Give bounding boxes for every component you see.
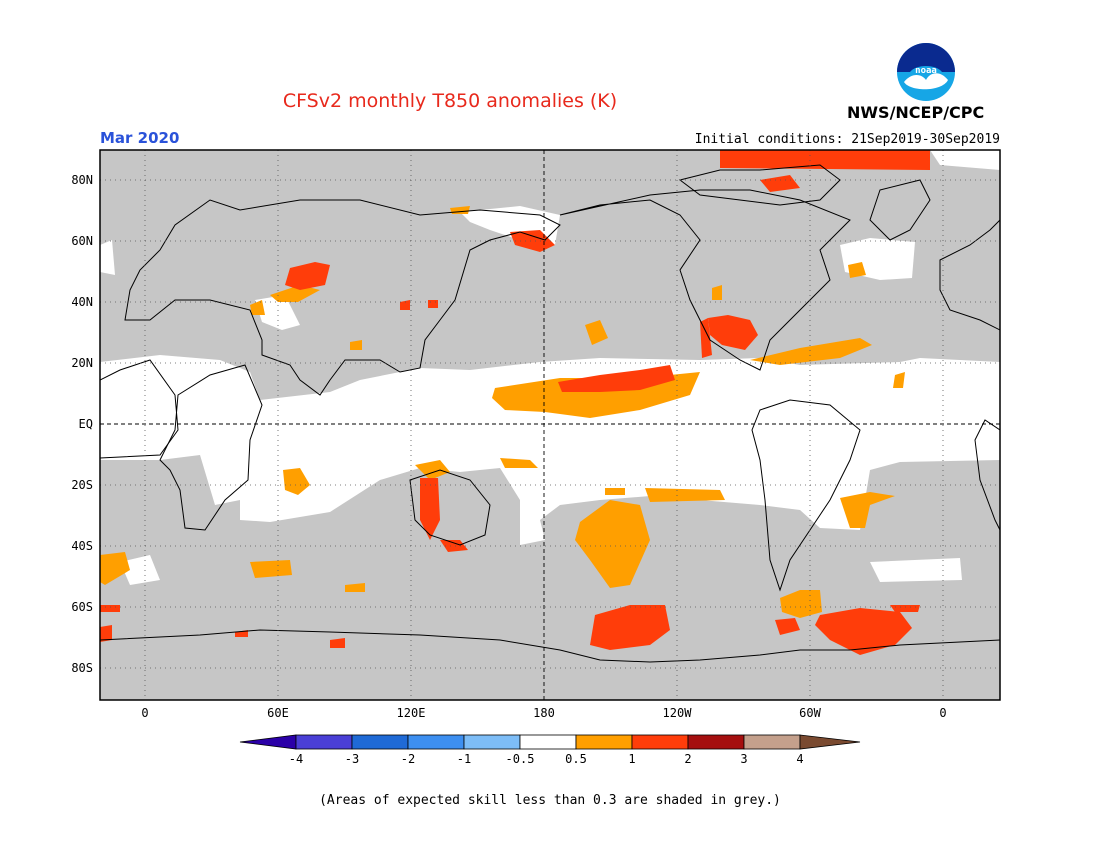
- legend-swatch: [295, 734, 353, 750]
- longitude-labels: 0 60E 120E 180 120W 60W 0: [141, 706, 946, 720]
- svg-text:noaa: noaa: [915, 66, 937, 76]
- equator-dateline: [100, 150, 1000, 700]
- legend-swatch: [631, 734, 689, 750]
- latitude-labels: 80N 60N 40N 20N EQ 20S 40S 60S 80S: [71, 173, 93, 675]
- legend-tick: -2: [401, 752, 415, 766]
- legend-swatch-gt-4: [799, 734, 861, 750]
- legend-tick: -4: [289, 752, 303, 766]
- legend-swatch: [687, 734, 745, 750]
- lat-label: 40N: [71, 295, 93, 309]
- legend-swatch: [575, 734, 633, 750]
- lat-label: 20N: [71, 356, 93, 370]
- lon-label: 120E: [397, 706, 426, 720]
- lat-label: 60S: [71, 600, 93, 614]
- lat-label: EQ: [79, 417, 93, 431]
- lon-label: 180: [533, 706, 555, 720]
- lon-label: 0: [141, 706, 148, 720]
- map-frame: [99, 149, 1001, 701]
- noaa-logo-icon: noaa-logo-icon noaa: [897, 43, 955, 101]
- legend-swatch: [407, 734, 465, 750]
- coastlines: [100, 164, 1000, 663]
- lon-label: 60E: [267, 706, 289, 720]
- legend-tick: -1: [457, 752, 471, 766]
- legend-tick: 4: [796, 752, 803, 766]
- skill-footnote: (Areas of expected skill less than 0.3 a…: [319, 793, 781, 808]
- anomaly-1-to-2-regions: [100, 150, 930, 655]
- legend-swatch: [743, 734, 801, 750]
- lat-lon-grid: [100, 150, 1000, 700]
- lon-label: 0: [939, 706, 946, 720]
- legend-swatch-lt-minus4: [239, 734, 297, 750]
- color-legend: -4 -3 -2 -1 -0.5 0.5 1 2 3 4: [239, 734, 861, 766]
- legend-tick: -0.5: [506, 752, 535, 766]
- legend-swatch: [463, 734, 521, 750]
- legend-tick: 2: [684, 752, 691, 766]
- neutral-anomaly-regions: [100, 150, 1000, 585]
- forecast-period: Mar 2020: [100, 129, 180, 147]
- lat-label: 20S: [71, 478, 93, 492]
- lon-label: 60W: [799, 706, 821, 720]
- lon-label: 120W: [663, 706, 693, 720]
- legend-tick: 0.5: [565, 752, 587, 766]
- lat-label: 60N: [71, 234, 93, 248]
- legend-tick: 1: [628, 752, 635, 766]
- map-title: CFSv2 monthly T850 anomalies (K): [282, 90, 618, 112]
- legend-tick: 3: [740, 752, 747, 766]
- initial-conditions: Initial conditions: 21Sep2019-30Sep2019: [694, 132, 1000, 147]
- legend-swatch: [519, 734, 577, 750]
- lat-label: 80N: [71, 173, 93, 187]
- lat-label: 80S: [71, 661, 93, 675]
- lat-label: 40S: [71, 539, 93, 553]
- legend-tick: -3: [345, 752, 359, 766]
- agency-label: NWS/NCEP/CPC: [847, 103, 985, 122]
- legend-swatch: [351, 734, 409, 750]
